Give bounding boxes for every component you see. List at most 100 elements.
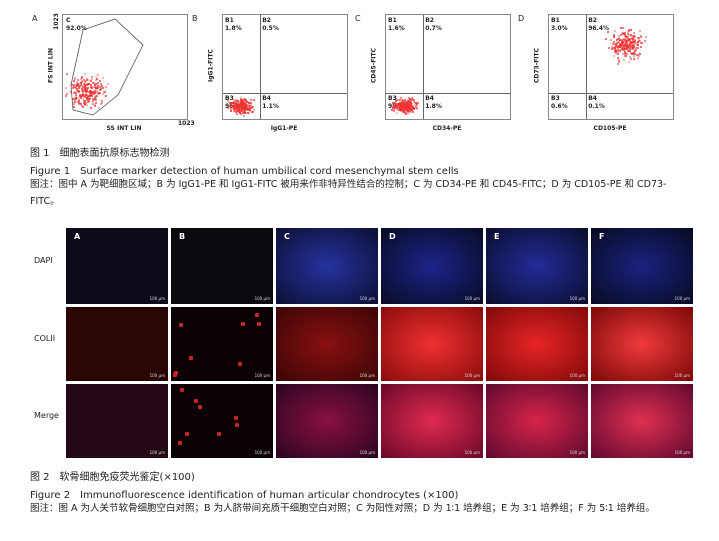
cell-dot — [173, 371, 178, 376]
cell-dot — [616, 50, 619, 53]
cell-dot — [239, 106, 242, 109]
cell-dot — [631, 47, 634, 50]
cell-dot — [394, 106, 397, 109]
cell-dot — [242, 102, 245, 105]
cell-dot — [615, 44, 618, 47]
cell-dot — [96, 89, 99, 92]
cell-dot — [400, 107, 403, 110]
scatter-plot: B11.6%B20.7%B395.9%B41.8% — [385, 14, 511, 120]
cell-dot — [74, 91, 77, 94]
cell-dot — [241, 103, 244, 106]
cell-dot — [234, 104, 237, 107]
cell-dot — [85, 94, 88, 97]
cell-dot — [395, 103, 398, 106]
cell-dot — [412, 108, 415, 111]
fluorescence-image: 100 μm — [171, 307, 273, 381]
cell-dot — [413, 99, 416, 102]
cell-dot — [247, 100, 250, 103]
cell-dot — [73, 83, 76, 86]
cell-dot — [83, 78, 86, 81]
fluorescence-image: 100 μm — [591, 307, 693, 381]
cell-dot — [397, 99, 400, 102]
cell-dot — [89, 95, 92, 98]
cell-dot — [619, 45, 622, 48]
quadrant-name: B1 — [388, 17, 397, 24]
cell-dot — [236, 101, 239, 104]
quadrant-line — [223, 93, 347, 94]
cell-dot — [248, 106, 251, 109]
fluorescence-image: 100 μm — [171, 228, 273, 304]
cell-dot — [230, 103, 233, 106]
cell-dot — [248, 107, 251, 110]
cell-dot — [613, 40, 616, 43]
cell-dot — [91, 85, 94, 88]
cell-dot — [83, 100, 86, 103]
cell-dot — [624, 52, 627, 55]
cell-dot — [407, 96, 410, 99]
cell-dot — [407, 106, 410, 109]
cell-dot — [627, 29, 630, 32]
cell-dot — [88, 82, 91, 85]
cell-dot — [94, 76, 97, 79]
cell-dot — [392, 108, 395, 111]
cell-dot — [235, 100, 238, 103]
cell-dot — [72, 79, 75, 82]
scatter-plot: C 92.0% — [62, 14, 188, 120]
cell-dot — [622, 27, 625, 30]
cell-dot — [94, 86, 97, 89]
cell-dot — [88, 90, 91, 93]
cell-dot — [94, 96, 97, 99]
cell-dot — [616, 49, 619, 52]
cell-dot — [621, 53, 624, 56]
scale-bar-label: 100 μm — [464, 373, 480, 378]
cell-dot — [627, 31, 630, 34]
cell-dot — [230, 105, 233, 108]
cell-dot — [634, 42, 637, 45]
cell-dot — [627, 47, 630, 50]
cell-dot — [637, 36, 640, 39]
cell-dot — [629, 57, 632, 60]
column-label: B — [179, 232, 186, 241]
cell-dot — [73, 99, 76, 102]
cell-dot — [233, 416, 238, 421]
cell-dot — [411, 105, 414, 108]
cell-dot — [83, 103, 86, 106]
cell-dot — [392, 106, 395, 109]
cell-dot — [625, 51, 628, 54]
cell-dot — [248, 105, 251, 108]
cell-dot — [626, 42, 629, 45]
cell-dot — [407, 102, 410, 105]
fluorescence-image: 100 μm — [591, 228, 693, 304]
cell-dot — [239, 109, 242, 112]
cell-dot — [633, 38, 636, 41]
cell-dot — [238, 102, 241, 105]
panel-label: C — [355, 14, 361, 23]
cell-dot — [629, 39, 632, 42]
cell-dot — [98, 79, 101, 82]
x-axis-label: CD105-PE — [593, 125, 627, 132]
cell-dot — [619, 26, 622, 29]
cell-dot — [88, 98, 91, 101]
cell-dot — [412, 100, 415, 103]
cell-dot — [396, 103, 399, 106]
scale-bar-label: 100 μm — [569, 450, 585, 455]
cell-dot — [78, 82, 81, 85]
cell-dot — [397, 104, 400, 107]
cell-dot — [251, 110, 254, 113]
fluorescence-image: 100 μm — [66, 228, 168, 304]
cell-dot — [75, 83, 78, 86]
cell-dot — [75, 97, 78, 99]
cell-dot — [634, 46, 637, 49]
caption-note: 图注：图 A 为人关节软骨细胞空白对照；B 为人脐带间充质干细胞空白对照；C 为… — [30, 503, 655, 514]
cell-dot — [632, 36, 635, 39]
cell-dot — [76, 97, 79, 100]
scale-bar-label: 100 μm — [569, 373, 585, 378]
cell-dot — [617, 48, 620, 51]
quadrant-line — [386, 93, 510, 94]
cell-dot — [91, 81, 94, 84]
cell-dot — [240, 113, 243, 116]
cell-dot — [400, 96, 403, 99]
cell-dot — [244, 104, 247, 107]
cell-dot — [623, 42, 626, 45]
cell-dot — [412, 104, 415, 107]
